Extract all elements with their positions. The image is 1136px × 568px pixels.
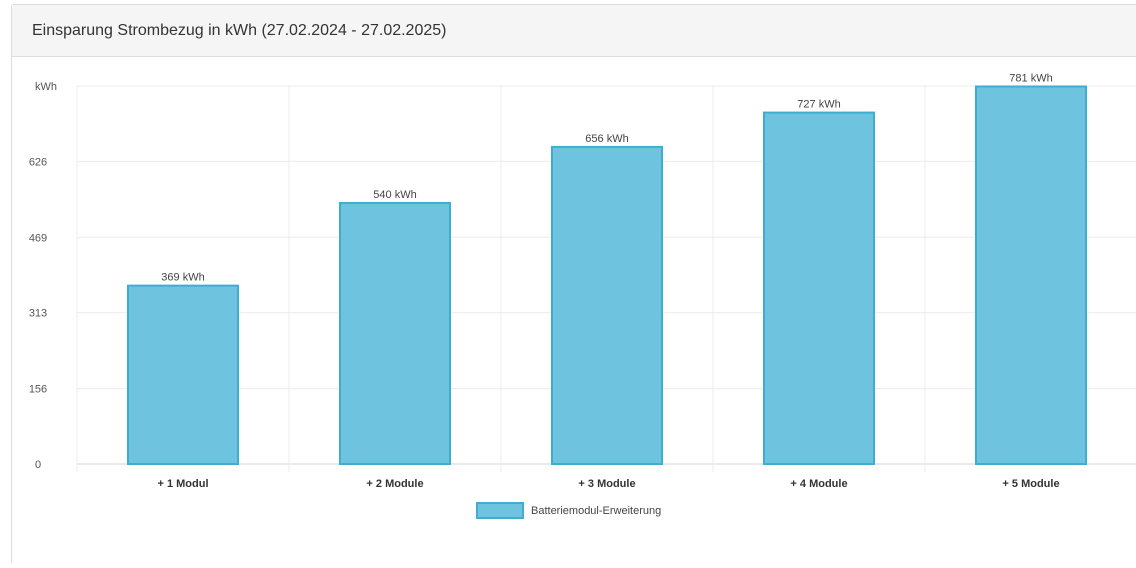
chart-area: 0 156 313 469 626 kWh 369 kWh + 1 Modul 540 kWh +… [12, 58, 1136, 563]
y-tick-label: 313 [29, 308, 47, 320]
bar-value-label: 540 kWh [373, 189, 416, 201]
bar-value-label: 727 kWh [797, 99, 840, 111]
y-tick-label: 626 [29, 156, 47, 168]
y-tick-label: 469 [29, 232, 47, 244]
bar[interactable] [339, 201, 451, 465]
panel-heading: Einsparung Strombezug in kWh (27.02.2024… [12, 5, 1136, 57]
bar-value-label: 656 kWh [585, 133, 628, 145]
x-tick-label: + 4 Module [790, 478, 847, 490]
bar-chart: 0 156 313 469 626 kWh 369 kWh + 1 Modul 540 kWh +… [29, 72, 1136, 519]
legend-label[interactable]: Batteriemodul-Erweiterung [531, 505, 661, 517]
bar[interactable] [551, 145, 663, 466]
x-tick-label: + 3 Module [578, 478, 635, 490]
bar[interactable] [127, 284, 239, 465]
y-tick-label: 0 [35, 459, 41, 471]
bar-value-label: 781 kWh [1009, 72, 1052, 84]
y-axis-unit-label: kWh [35, 81, 57, 93]
x-tick-label: + 2 Module [366, 478, 423, 490]
y-tick-label: 156 [29, 384, 47, 396]
panel-title: Einsparung Strombezug in kWh (27.02.2024… [32, 21, 447, 39]
chart-panel: Einsparung Strombezug in kWh (27.02.2024… [11, 4, 1136, 563]
bar[interactable] [975, 85, 1087, 466]
x-tick-label: + 1 Modul [157, 478, 208, 490]
legend-swatch[interactable] [476, 502, 524, 519]
bar-value-label: 369 kWh [161, 272, 204, 284]
bar[interactable] [763, 111, 875, 466]
x-tick-label: + 5 Module [1002, 478, 1059, 490]
